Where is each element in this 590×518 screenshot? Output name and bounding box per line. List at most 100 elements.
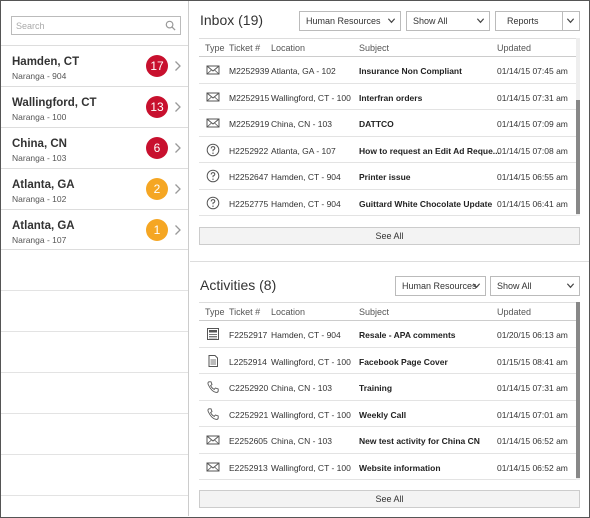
chevron-down-icon <box>472 283 481 289</box>
col-type[interactable]: Type <box>205 43 225 53</box>
ticket-location: Hamden, CT - 904 <box>271 172 341 182</box>
ticket-number: H2252922 <box>229 145 269 156</box>
activities-see-all-button[interactable]: See All <box>199 490 580 508</box>
activities-scrollbar-thumb[interactable] <box>576 302 580 478</box>
table-row[interactable]: M2252919 China, CN - 103 DATTCO 01/14/15 07… <box>199 110 577 137</box>
chevron-down-icon <box>476 18 485 24</box>
inbox-see-all-button[interactable]: See All <box>199 227 580 245</box>
location-subtitle: Naranga - 102 <box>12 194 67 204</box>
empty-slot <box>1 250 188 291</box>
table-row[interactable]: E2252913 Wallingford, CT - 100 Website inf… <box>199 454 577 480</box>
ticket-subject[interactable]: How to request an Edit Ad Reque... <box>359 145 500 156</box>
inbox-department-dropdown[interactable]: Human Resources <box>299 11 401 31</box>
ticket-updated: 01/14/15 07:45 am <box>497 66 568 76</box>
ticket-subject[interactable]: Interfran orders <box>359 92 423 103</box>
col-subject[interactable]: Subject <box>359 43 390 53</box>
empty-slot <box>1 455 188 496</box>
chevron-down-icon <box>566 283 575 289</box>
location-name: Atlanta, GA <box>12 179 75 191</box>
ticket-location: Wallingford, CT - 100 <box>271 92 351 103</box>
chevron-right-icon[interactable] <box>174 183 182 195</box>
dropdown-value: Show All <box>497 281 532 291</box>
split-divider <box>562 12 563 30</box>
location-item[interactable]: Atlanta, GA Naranga - 102 2 <box>1 168 188 209</box>
col-location[interactable]: Location <box>271 307 306 317</box>
ticket-location: Wallingford, CT - 100 <box>271 409 351 420</box>
search-box <box>11 16 181 35</box>
phone-icon <box>207 381 219 393</box>
ticket-subject[interactable]: Training <box>359 383 393 393</box>
ticket-updated: 01/14/15 06:55 am <box>497 172 568 182</box>
col-ticket[interactable]: Ticket # <box>229 43 261 53</box>
table-row[interactable]: H2252647 Hamden, CT - 904 Printer issue 01/… <box>199 163 577 190</box>
ticket-number: C2252920 <box>229 383 269 393</box>
ticket-number: E2252913 <box>229 462 268 473</box>
ticket-subject[interactable]: Website information <box>359 462 441 473</box>
ticket-location: Hamden, CT - 904 <box>271 330 341 340</box>
ticket-location: Atlanta, GA - 107 <box>271 145 336 156</box>
ticket-subject[interactable]: Printer issue <box>359 172 411 182</box>
location-item[interactable]: Wallingford, CT Naranga - 100 13 <box>1 86 188 127</box>
inbox-filter-dropdown[interactable]: Show All <box>406 11 490 31</box>
location-subtitle: Naranga - 904 <box>12 71 67 81</box>
chevron-down-icon[interactable] <box>566 16 575 25</box>
location-name: China, CN <box>12 138 67 150</box>
col-location[interactable]: Location <box>271 43 306 53</box>
ticket-subject[interactable]: New test activity for China CN <box>359 436 480 446</box>
locations-sidebar: Hamden, CT Naranga - 904 17 Wallingford, CT… <box>1 1 189 516</box>
ticket-subject[interactable]: Guittard White Chocolate Update <box>359 198 493 209</box>
ticket-number: L2252914 <box>229 356 267 367</box>
table-row[interactable]: F2252917 Hamden, CT - 904 Resale - APA com… <box>199 321 577 348</box>
table-row[interactable]: H2252775 Hamden, CT - 904 Guittard White C… <box>199 190 577 216</box>
ticket-updated: 01/15/15 08:41 am <box>497 356 568 367</box>
table-row[interactable]: H2252922 Atlanta, GA - 107 How to request … <box>199 137 577 163</box>
reports-button[interactable]: Reports <box>495 11 580 31</box>
count-badge: 2 <box>146 178 168 200</box>
ticket-number: E2252605 <box>229 436 268 446</box>
ticket-updated: 01/14/15 07:08 am <box>497 145 568 156</box>
table-row[interactable]: C2252921 Wallingford, CT - 100 Weekly Call… <box>199 401 577 427</box>
table-row[interactable]: L2252914 Wallingford, CT - 100 Facebook Pa… <box>199 348 577 374</box>
location-subtitle: Naranga - 103 <box>12 153 67 163</box>
empty-slot <box>1 414 188 455</box>
activities-department-dropdown[interactable]: Human Resources <box>395 276 486 296</box>
ticket-subject[interactable]: DATTCO <box>359 119 394 129</box>
phone-icon <box>207 407 219 420</box>
ticket-subject[interactable]: Resale - APA comments <box>359 330 456 340</box>
chevron-right-icon[interactable] <box>174 101 182 113</box>
table-row[interactable]: M2252915 Wallingford, CT - 100 Interfran o… <box>199 84 577 110</box>
ticket-subject[interactable]: Facebook Page Cover <box>359 356 448 367</box>
col-subject[interactable]: Subject <box>359 307 390 317</box>
empty-slot <box>1 291 188 332</box>
section-divider <box>190 261 589 262</box>
ticket-subject[interactable]: Insurance Non Compliant <box>359 66 462 76</box>
ticket-subject[interactable]: Weekly Call <box>359 409 407 420</box>
search-input[interactable] <box>12 17 164 34</box>
location-item[interactable]: China, CN Naranga - 103 6 <box>1 127 188 168</box>
location-list: Hamden, CT Naranga - 904 17 Wallingford, CT… <box>1 45 188 250</box>
search-icon[interactable] <box>165 20 176 31</box>
col-updated[interactable]: Updated <box>497 307 532 317</box>
table-row[interactable]: M2252939 Atlanta, GA - 102 Insurance Non C… <box>199 57 577 84</box>
col-updated[interactable]: Updated <box>497 43 532 53</box>
count-badge: 17 <box>146 55 168 77</box>
chevron-down-icon <box>387 18 396 24</box>
location-name: Wallingford, CT <box>12 97 97 109</box>
envelope-icon <box>206 92 220 101</box>
chevron-right-icon[interactable] <box>174 142 182 154</box>
inbox-rows: M2252939 Atlanta, GA - 102 Insurance Non C… <box>199 57 577 216</box>
ticket-updated: 01/20/15 06:13 am <box>497 330 568 340</box>
location-item[interactable]: Atlanta, GA Naranga - 107 1 <box>1 209 188 250</box>
table-row[interactable]: E2252605 China, CN - 103 New test activity… <box>199 427 577 454</box>
activities-filter-dropdown[interactable]: Show All <box>490 276 580 296</box>
table-row[interactable]: C2252920 China, CN - 103 Training 01/14/15 … <box>199 374 577 401</box>
chevron-right-icon[interactable] <box>174 60 182 72</box>
count-badge: 13 <box>146 96 168 118</box>
location-subtitle: Naranga - 100 <box>12 112 67 122</box>
col-ticket[interactable]: Ticket # <box>229 307 261 317</box>
ticket-location: Hamden, CT - 904 <box>271 198 341 209</box>
chevron-right-icon[interactable] <box>174 224 182 236</box>
col-type[interactable]: Type <box>205 307 225 317</box>
location-item[interactable]: Hamden, CT Naranga - 904 17 <box>1 45 188 86</box>
inbox-scrollbar-thumb[interactable] <box>576 100 580 214</box>
